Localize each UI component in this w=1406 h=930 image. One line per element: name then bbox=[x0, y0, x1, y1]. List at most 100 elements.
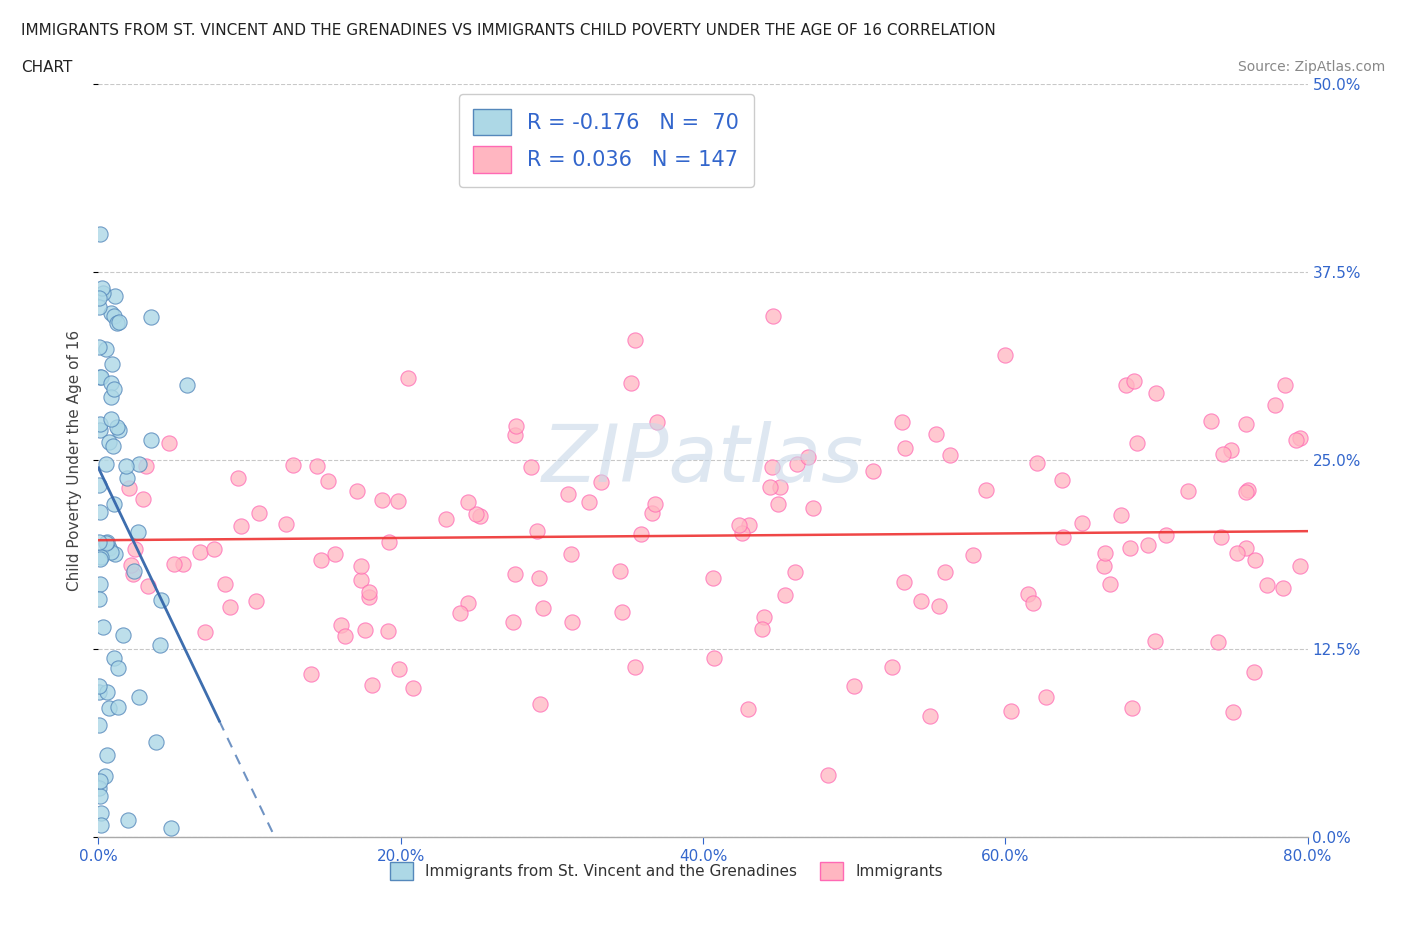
Point bbox=[350, 558, 373, 573]
Point bbox=[1121, 700, 1143, 715]
Point bbox=[122, 564, 145, 578]
Point bbox=[526, 524, 548, 538]
Point bbox=[357, 584, 380, 599]
Point bbox=[388, 661, 411, 676]
Legend: Immigrants from St. Vincent and the Grenadines, Immigrants: Immigrants from St. Vincent and the Gren… bbox=[384, 856, 949, 886]
Point bbox=[89, 505, 111, 520]
Y-axis label: Child Poverty Under the Age of 16: Child Poverty Under the Age of 16 bbox=[67, 330, 83, 591]
Point bbox=[90, 550, 112, 565]
Point bbox=[1289, 431, 1312, 445]
Point bbox=[350, 573, 373, 588]
Point bbox=[1154, 528, 1177, 543]
Point bbox=[928, 598, 950, 613]
Point bbox=[773, 588, 796, 603]
Point bbox=[817, 768, 839, 783]
Point bbox=[761, 459, 783, 474]
Point bbox=[96, 748, 118, 763]
Point bbox=[1115, 378, 1137, 392]
Point bbox=[94, 456, 117, 471]
Point bbox=[1264, 398, 1286, 413]
Point bbox=[1234, 541, 1257, 556]
Point bbox=[797, 449, 820, 464]
Point bbox=[891, 415, 914, 430]
Point bbox=[1125, 436, 1147, 451]
Point bbox=[1099, 577, 1122, 591]
Point bbox=[645, 415, 668, 430]
Point bbox=[87, 339, 110, 354]
Point bbox=[281, 458, 304, 472]
Point bbox=[194, 625, 217, 640]
Point bbox=[402, 681, 425, 696]
Point bbox=[377, 623, 399, 638]
Point bbox=[1022, 595, 1045, 610]
Point bbox=[333, 629, 356, 644]
Point bbox=[925, 427, 948, 442]
Text: ZIPatlas: ZIPatlas bbox=[541, 421, 865, 499]
Text: Source: ZipAtlas.com: Source: ZipAtlas.com bbox=[1237, 60, 1385, 74]
Point bbox=[1274, 378, 1296, 392]
Point bbox=[702, 570, 724, 585]
Point bbox=[89, 370, 111, 385]
Point bbox=[128, 457, 150, 472]
Point bbox=[101, 356, 124, 371]
Point bbox=[612, 604, 634, 619]
Point bbox=[862, 464, 884, 479]
Point bbox=[557, 486, 579, 501]
Point bbox=[1017, 587, 1039, 602]
Point bbox=[226, 471, 249, 485]
Point bbox=[108, 422, 131, 437]
Point bbox=[620, 376, 643, 391]
Point bbox=[1206, 634, 1229, 649]
Point bbox=[396, 371, 419, 386]
Point bbox=[100, 544, 122, 559]
Point bbox=[118, 480, 141, 495]
Point bbox=[1237, 483, 1260, 498]
Point bbox=[994, 348, 1017, 363]
Point bbox=[578, 495, 600, 510]
Point bbox=[157, 435, 180, 450]
Point bbox=[1212, 447, 1234, 462]
Point bbox=[96, 534, 118, 549]
Point bbox=[752, 609, 775, 624]
Point bbox=[1000, 704, 1022, 719]
Point bbox=[1289, 558, 1312, 573]
Point bbox=[94, 536, 117, 551]
Point bbox=[122, 566, 145, 581]
Point bbox=[145, 735, 167, 750]
Point bbox=[769, 480, 792, 495]
Point bbox=[759, 480, 782, 495]
Point bbox=[1236, 417, 1258, 432]
Point bbox=[387, 494, 409, 509]
Point bbox=[89, 417, 111, 432]
Point bbox=[934, 565, 956, 579]
Point bbox=[112, 627, 135, 642]
Point bbox=[1025, 455, 1047, 470]
Point bbox=[163, 557, 186, 572]
Point bbox=[103, 439, 125, 454]
Point bbox=[624, 659, 647, 674]
Point bbox=[1094, 546, 1116, 561]
Text: IMMIGRANTS FROM ST. VINCENT AND THE GRENADINES VS IMMIGRANTS CHILD POVERTY UNDER: IMMIGRANTS FROM ST. VINCENT AND THE GREN… bbox=[21, 23, 995, 38]
Point bbox=[1035, 689, 1057, 704]
Point bbox=[1177, 484, 1199, 498]
Point bbox=[353, 623, 375, 638]
Point bbox=[323, 547, 346, 562]
Point bbox=[91, 619, 114, 634]
Point bbox=[90, 817, 112, 832]
Point bbox=[188, 544, 211, 559]
Point bbox=[1122, 373, 1144, 388]
Point bbox=[1109, 508, 1132, 523]
Point bbox=[785, 565, 807, 579]
Point bbox=[316, 473, 339, 488]
Point bbox=[738, 517, 761, 532]
Point bbox=[1243, 665, 1265, 680]
Point bbox=[139, 309, 162, 324]
Point bbox=[728, 518, 751, 533]
Point bbox=[644, 496, 666, 511]
Point bbox=[94, 341, 117, 356]
Point bbox=[89, 591, 111, 606]
Point bbox=[457, 595, 479, 610]
Point bbox=[96, 685, 118, 700]
Point bbox=[231, 519, 253, 534]
Point bbox=[98, 435, 121, 450]
